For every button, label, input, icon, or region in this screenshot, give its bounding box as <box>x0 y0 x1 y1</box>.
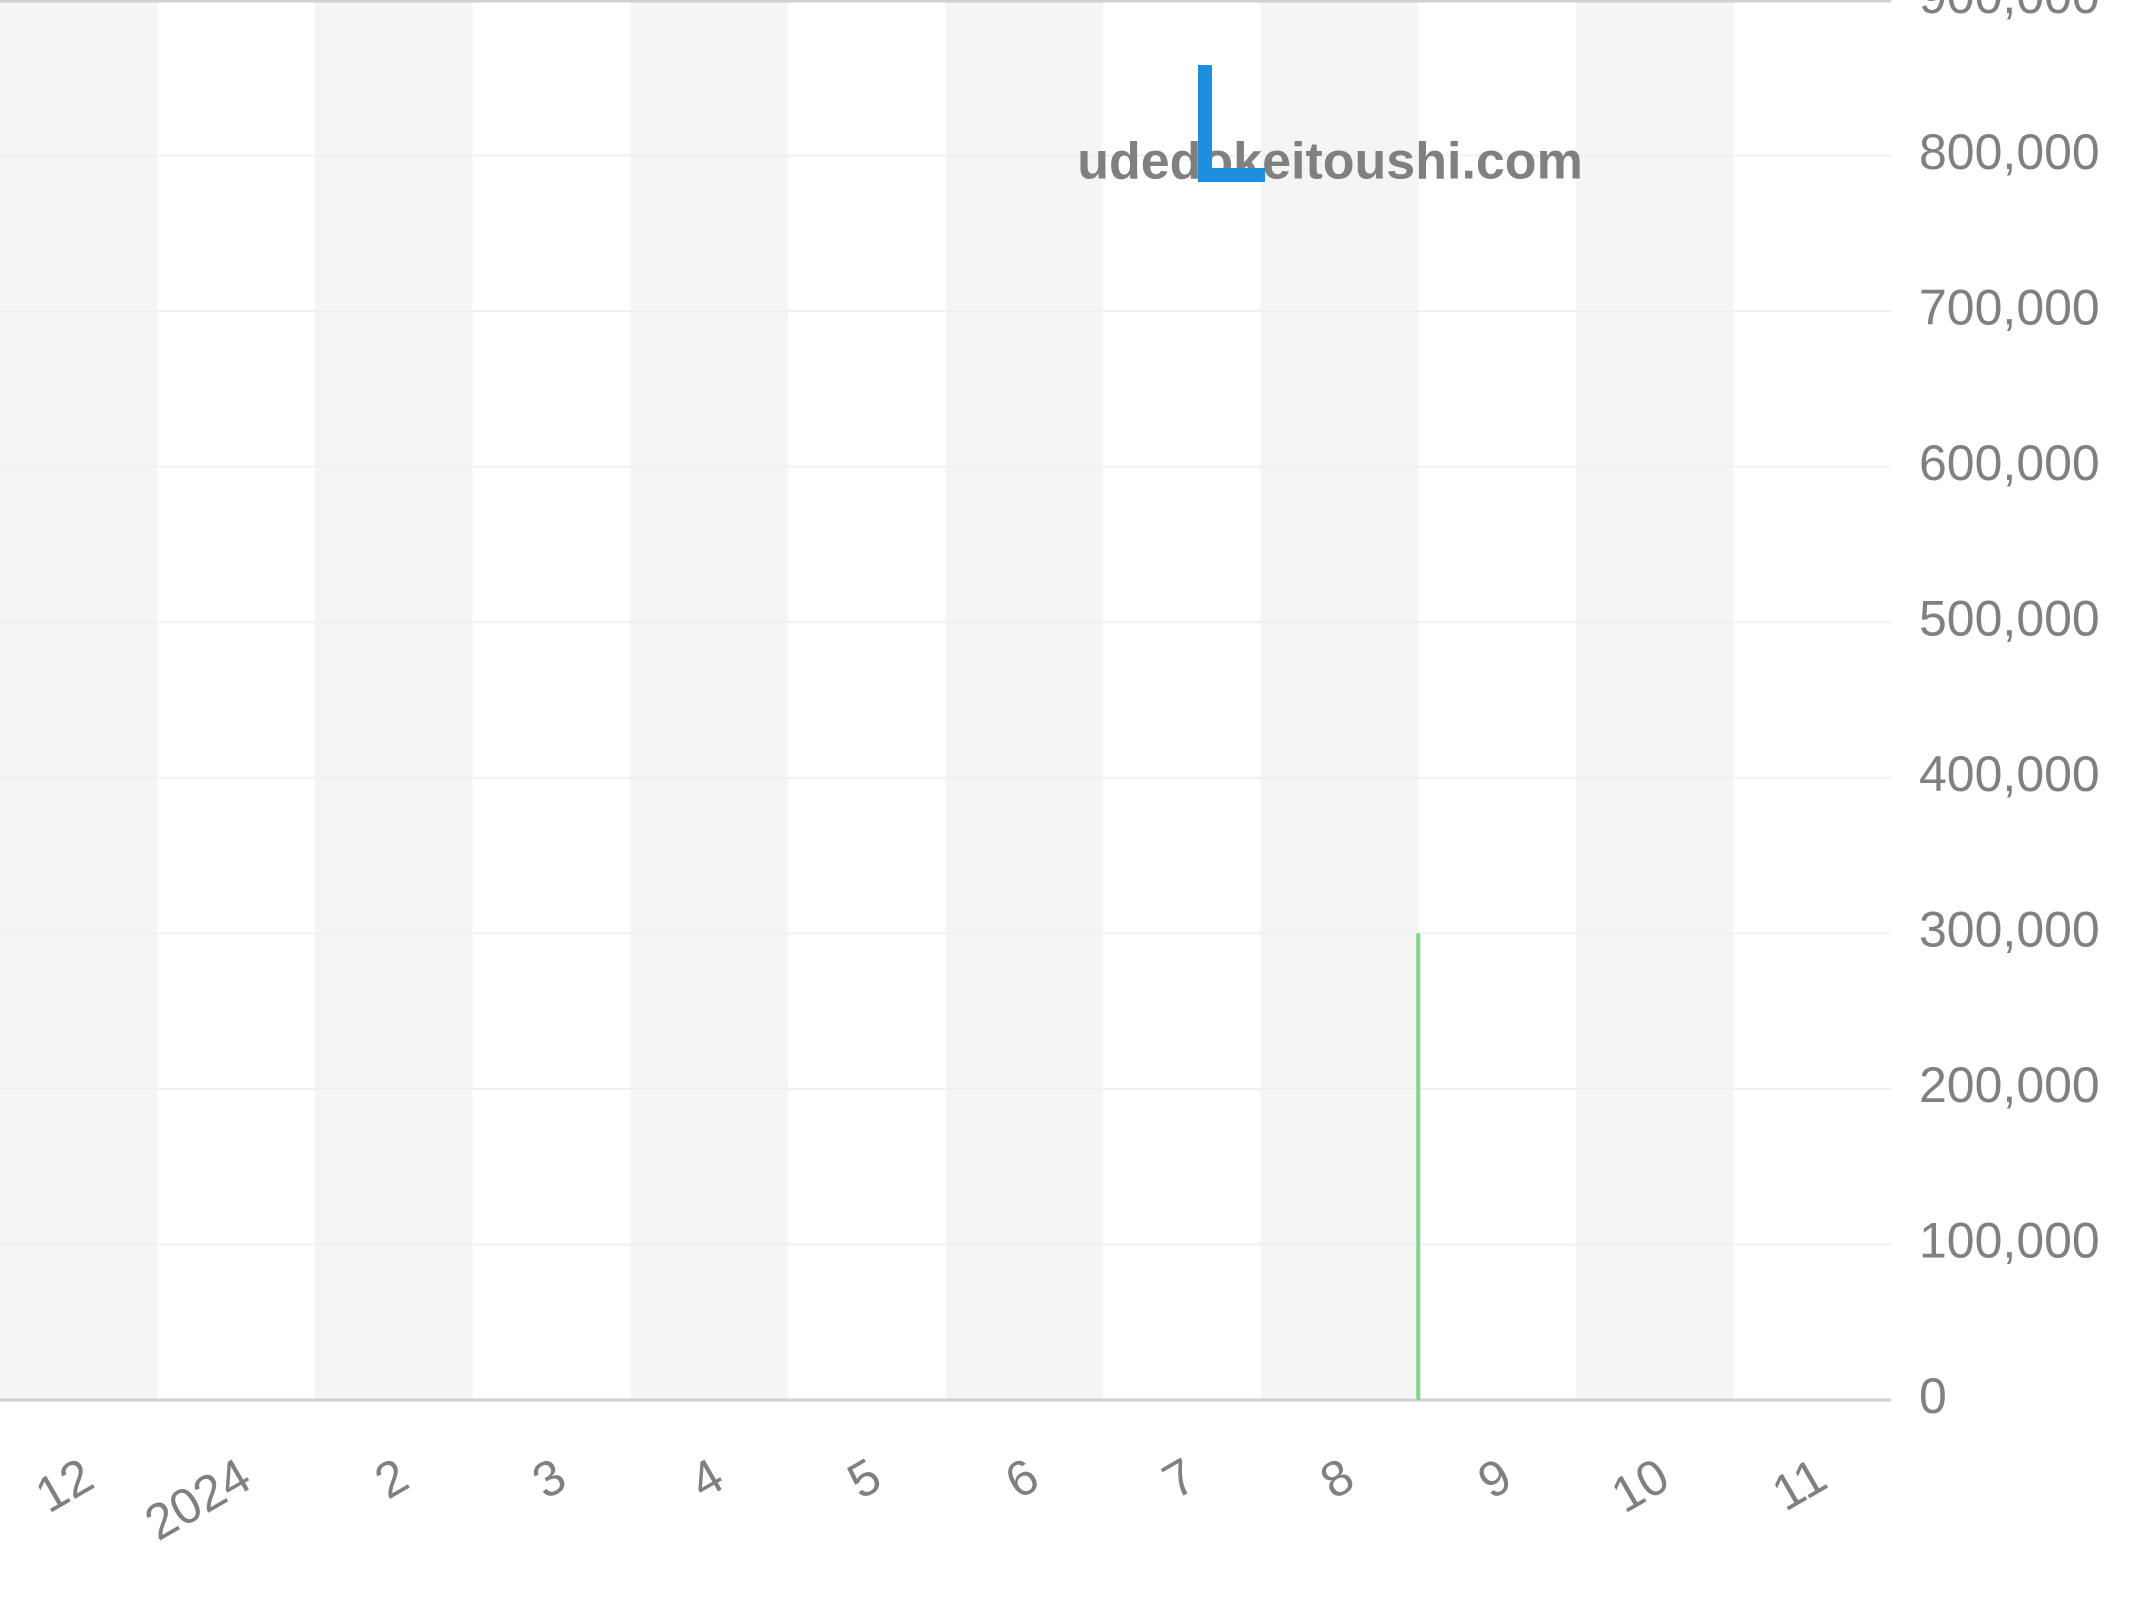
y-tick-label: 0 <box>1919 1368 1947 1424</box>
chart-canvas: 0 100,000 200,000 300,000 400,000 500,000 600,… <box>0 0 2144 1600</box>
watermark-text: udedokeitoushi.com <box>1077 133 1583 191</box>
y-tick-label: 800,000 <box>1919 124 2100 180</box>
price-chart: 0 100,000 200,000 300,000 400,000 500,000 600,… <box>0 0 2144 1600</box>
y-tick-label: 700,000 <box>1919 279 2100 335</box>
y-tick-label: 500,000 <box>1919 590 2100 646</box>
y-tick-label: 900,000 <box>1919 0 2100 24</box>
y-tick-label: 100,000 <box>1919 1213 2100 1269</box>
y-tick-label: 600,000 <box>1919 435 2100 491</box>
y-tick-label: 400,000 <box>1919 746 2100 802</box>
y-tick-label: 200,000 <box>1919 1057 2100 1113</box>
y-tick-label: 300,000 <box>1919 902 2100 958</box>
